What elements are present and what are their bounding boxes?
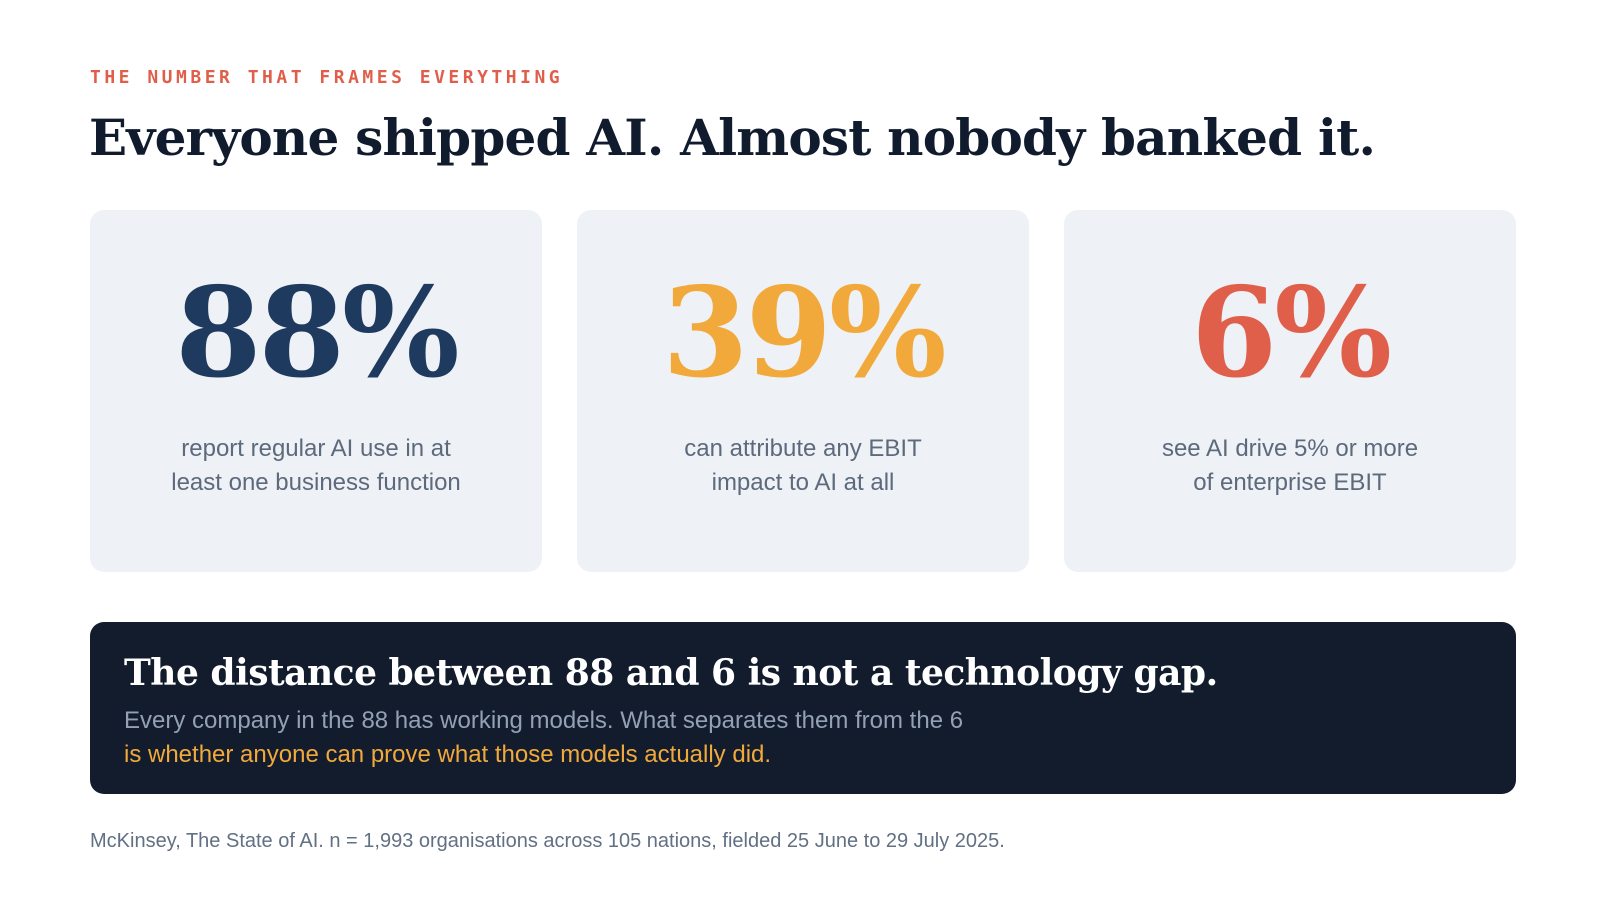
stat-description-line: can attribute any EBIT <box>684 435 922 462</box>
callout-highlight-line: is whether anyone can prove what those m… <box>124 741 772 768</box>
stat-description: report regular AI use in at least one bu… <box>130 432 502 500</box>
callout-body-line: Every company in the 88 has working mode… <box>124 707 964 734</box>
callout-panel: The distance between 88 and 6 is not a t… <box>90 622 1516 794</box>
callout-heading: The distance between 88 and 6 is not a t… <box>124 652 1218 694</box>
stat-value: 88% <box>175 261 459 406</box>
stat-description: see AI drive 5% or more of enterprise EB… <box>1104 432 1476 500</box>
callout-body: Every company in the 88 has working mode… <box>124 704 963 772</box>
stat-card-39: 39% can attribute any EBIT impact to AI … <box>577 210 1029 572</box>
page-title: Everyone shipped AI. Almost nobody banke… <box>89 108 1376 167</box>
source-footnote: McKinsey, The State of AI. n = 1,993 org… <box>90 830 1005 852</box>
stat-value: 6% <box>1190 261 1392 406</box>
stat-value: 39% <box>662 261 946 406</box>
stat-card-6: 6% see AI drive 5% or more of enterprise… <box>1064 210 1516 572</box>
eyebrow-label: THE NUMBER THAT FRAMES EVERYTHING <box>90 67 564 88</box>
stat-description-line: least one business function <box>171 469 461 496</box>
stat-card-88: 88% report regular AI use in at least on… <box>90 210 542 572</box>
stat-description-line: of enterprise EBIT <box>1193 469 1387 496</box>
stat-description: can attribute any EBIT impact to AI at a… <box>617 432 989 500</box>
stat-description-line: impact to AI at all <box>711 469 895 496</box>
stat-description-line: see AI drive 5% or more <box>1161 435 1419 462</box>
stat-description-line: report regular AI use in at <box>181 435 451 462</box>
